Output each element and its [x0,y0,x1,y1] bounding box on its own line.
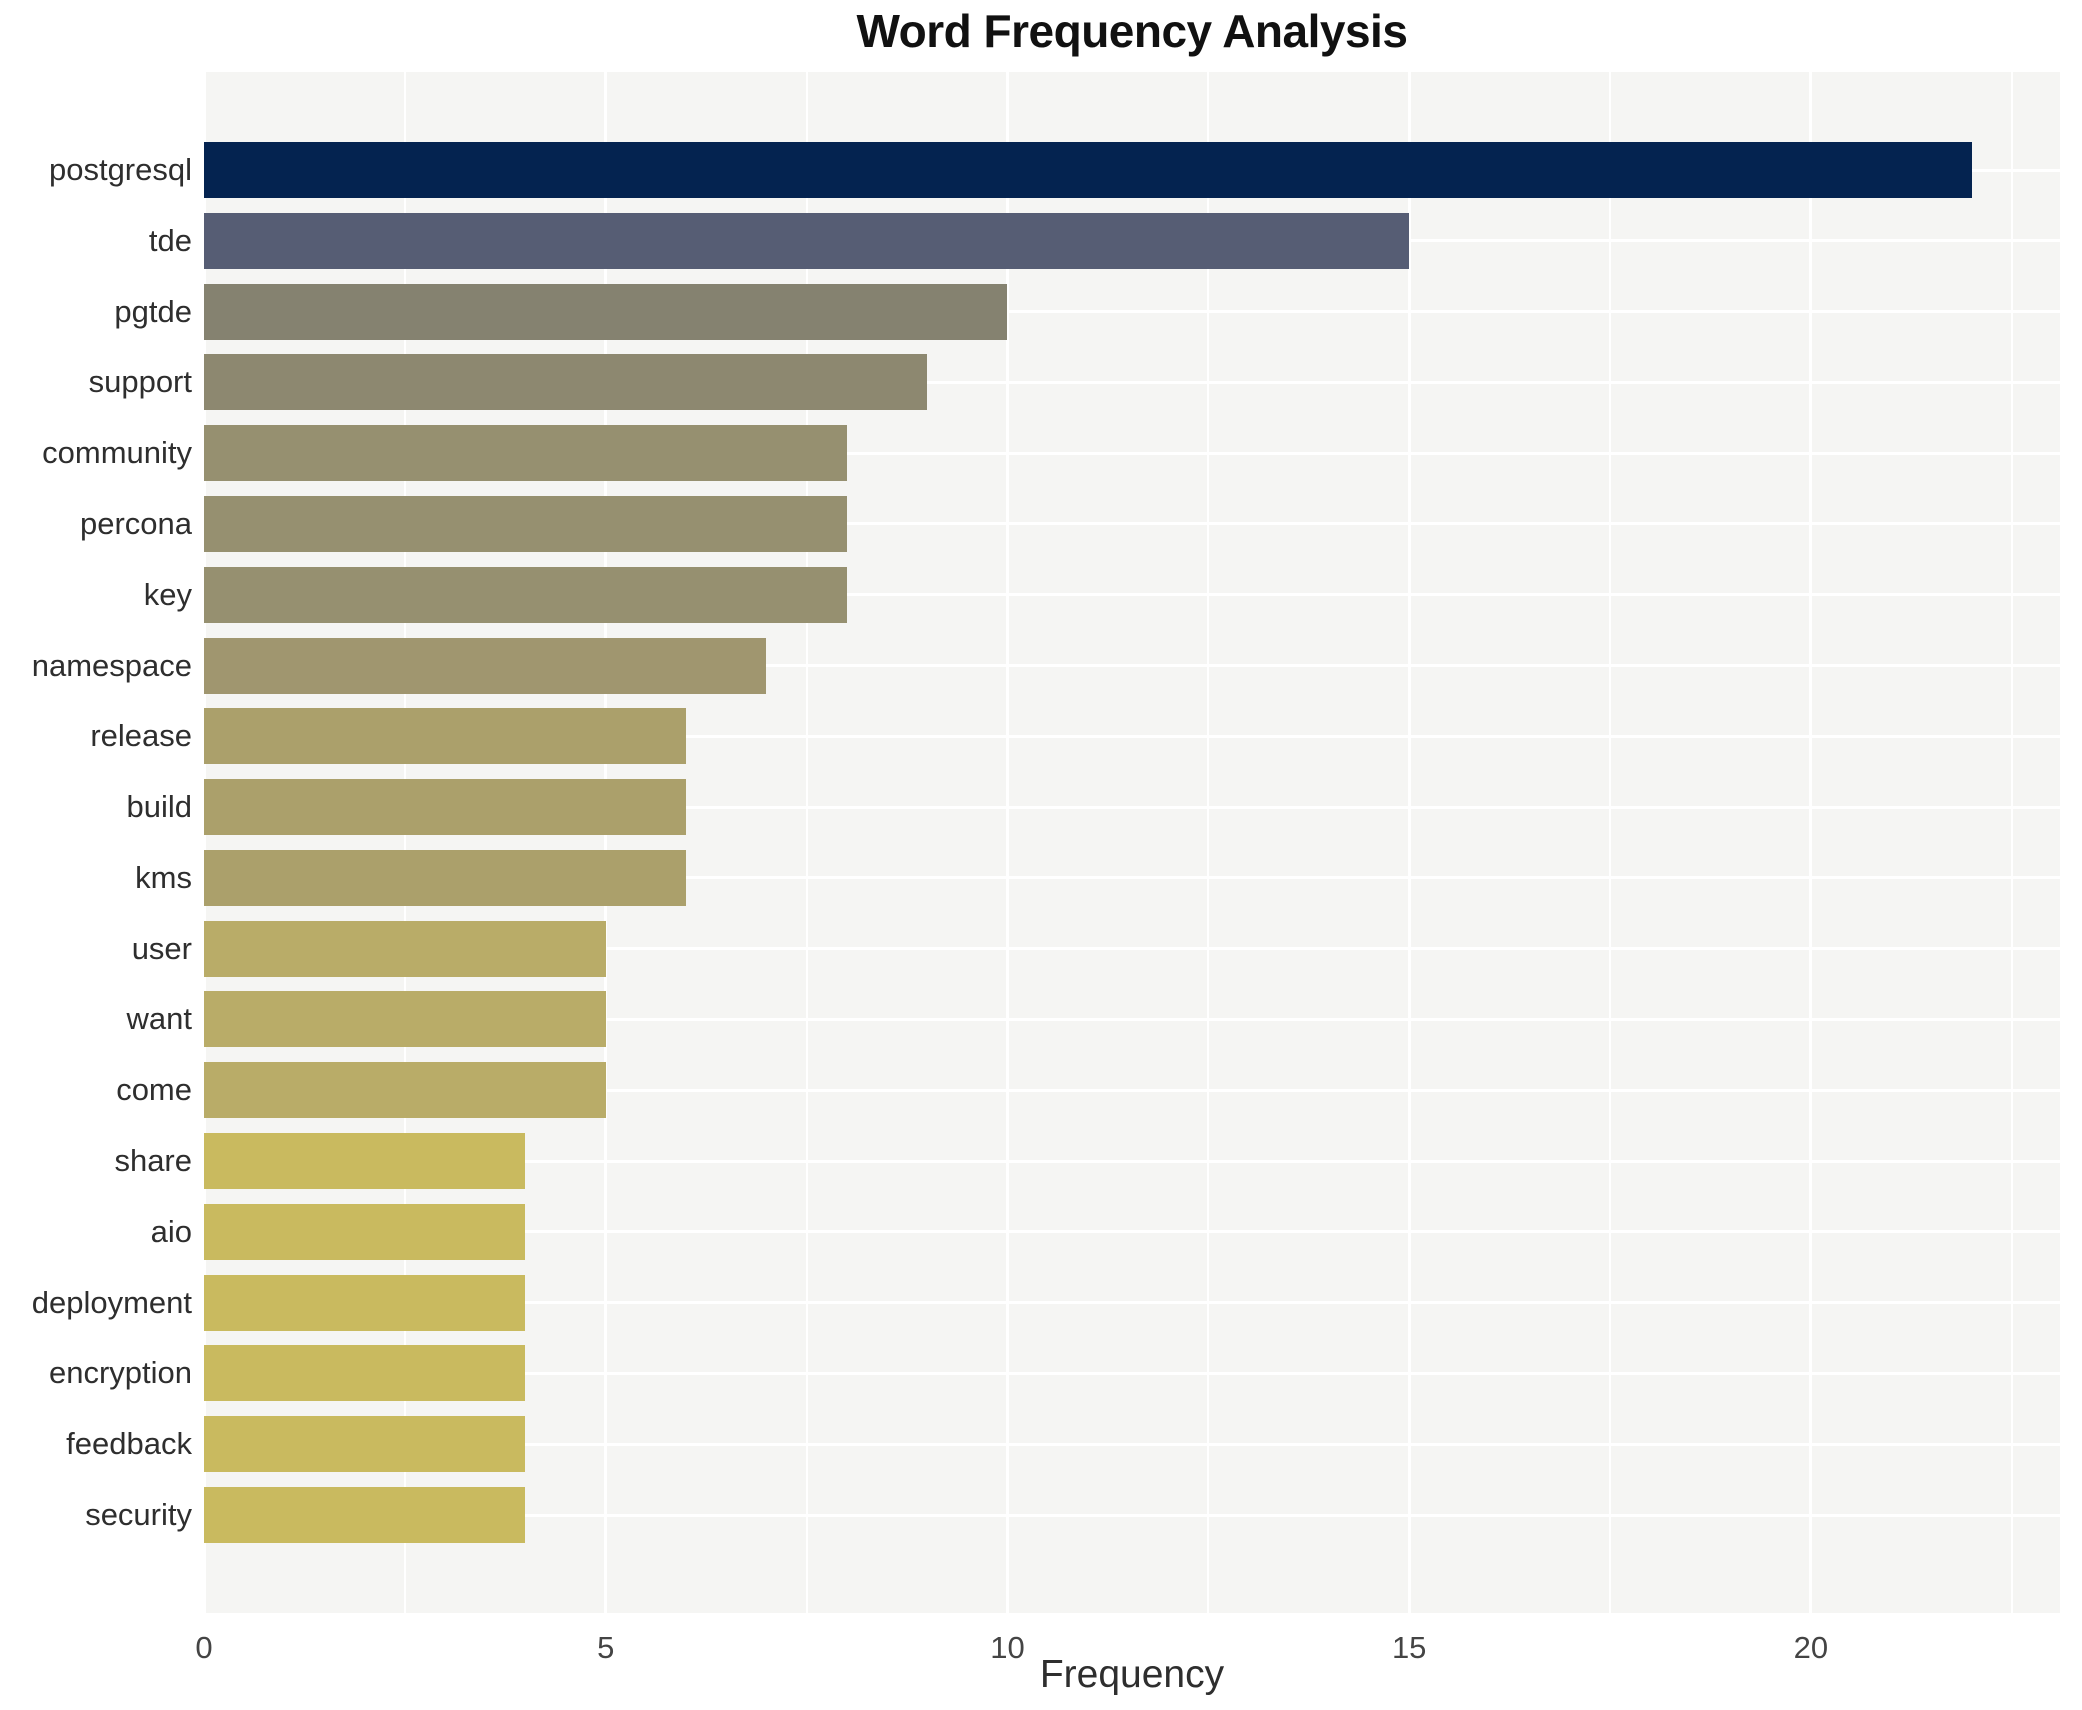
bar-deployment [204,1274,526,1331]
bar-user [204,920,606,977]
row-gridline [204,1301,2060,1305]
row-gridline [204,947,2060,951]
row-gridline [204,1371,2060,1375]
category-label-namespace: namespace [31,647,192,683]
row-gridline [204,876,2060,880]
category-label-tde: tde [148,222,192,258]
row-gridline [204,1159,2060,1163]
row-gridline [204,734,2060,738]
category-label-share: share [114,1143,192,1179]
row-gridline [204,1513,2060,1517]
row-gridline [204,1442,2060,1446]
row-gridline [204,805,2060,809]
x-tick-label: 0 [195,1630,213,1665]
row-gridline [204,664,2060,668]
major-gridline [604,72,608,1613]
category-label-feedback: feedback [66,1426,192,1462]
bar-want [204,991,606,1048]
bar-aio [204,1203,526,1260]
row-gridline [204,1017,2060,1021]
category-label-support: support [88,364,192,400]
category-label-want: want [126,1001,192,1037]
category-label-postgresql: postgresql [48,152,192,187]
x-tick-label: 20 [1793,1630,1829,1665]
bar-come [204,1062,606,1119]
category-label-community: community [42,435,192,471]
minor-gridline [403,72,406,1613]
row-gridline [204,380,2060,384]
bar-percona [204,495,847,552]
major-gridline [202,72,206,1613]
category-label-deployment: deployment [31,1284,192,1320]
bar-key [204,566,847,623]
category-label-encryption: encryption [48,1355,192,1391]
minor-gridline [2010,72,2013,1613]
bar-security [204,1487,526,1543]
category-label-security: security [85,1497,192,1532]
row-gridline [204,1088,2060,1092]
bar-feedback [204,1416,526,1473]
category-label-user: user [131,930,192,966]
bar-postgresql [204,142,1972,198]
minor-gridline [805,72,808,1613]
bar-support [204,354,928,411]
chart-title: Word Frequency Analysis [856,5,1408,57]
row-gridline [204,1230,2060,1234]
bar-build [204,779,687,836]
bar-community [204,425,847,482]
category-label-release: release [90,718,192,754]
category-label-build: build [126,789,193,825]
category-label-kms: kms [135,859,192,895]
bar-tde [204,212,1410,269]
bar-kms [204,849,687,906]
x-axis-title: Frequency [1039,1653,1225,1696]
major-gridline [1809,72,1813,1613]
bar-namespace [204,637,767,694]
major-gridline [1407,72,1411,1613]
bar-pgtde [204,283,1008,340]
minor-gridline [1207,72,1210,1613]
x-tick-label: 10 [990,1630,1025,1665]
plot-panel: postgresql tde pgtde support community percon… [32,72,2060,1613]
category-label-pgtde: pgtde [114,293,192,329]
row-gridline [204,451,2060,455]
row-gridline [204,310,2060,314]
x-tick-label: 5 [597,1630,615,1665]
major-gridline [1005,72,1009,1613]
x-tick-label: 15 [1391,1630,1427,1665]
minor-gridline [1609,72,1612,1613]
bar-release [204,708,687,765]
category-label-key: key [143,576,192,612]
category-label-aio: aio [150,1213,192,1249]
category-label-percona: percona [79,505,192,541]
row-gridline [204,593,2060,597]
row-gridline [204,522,2060,526]
bar-share [204,1133,526,1190]
category-label-come: come [116,1072,192,1108]
bar-encryption [204,1345,526,1402]
